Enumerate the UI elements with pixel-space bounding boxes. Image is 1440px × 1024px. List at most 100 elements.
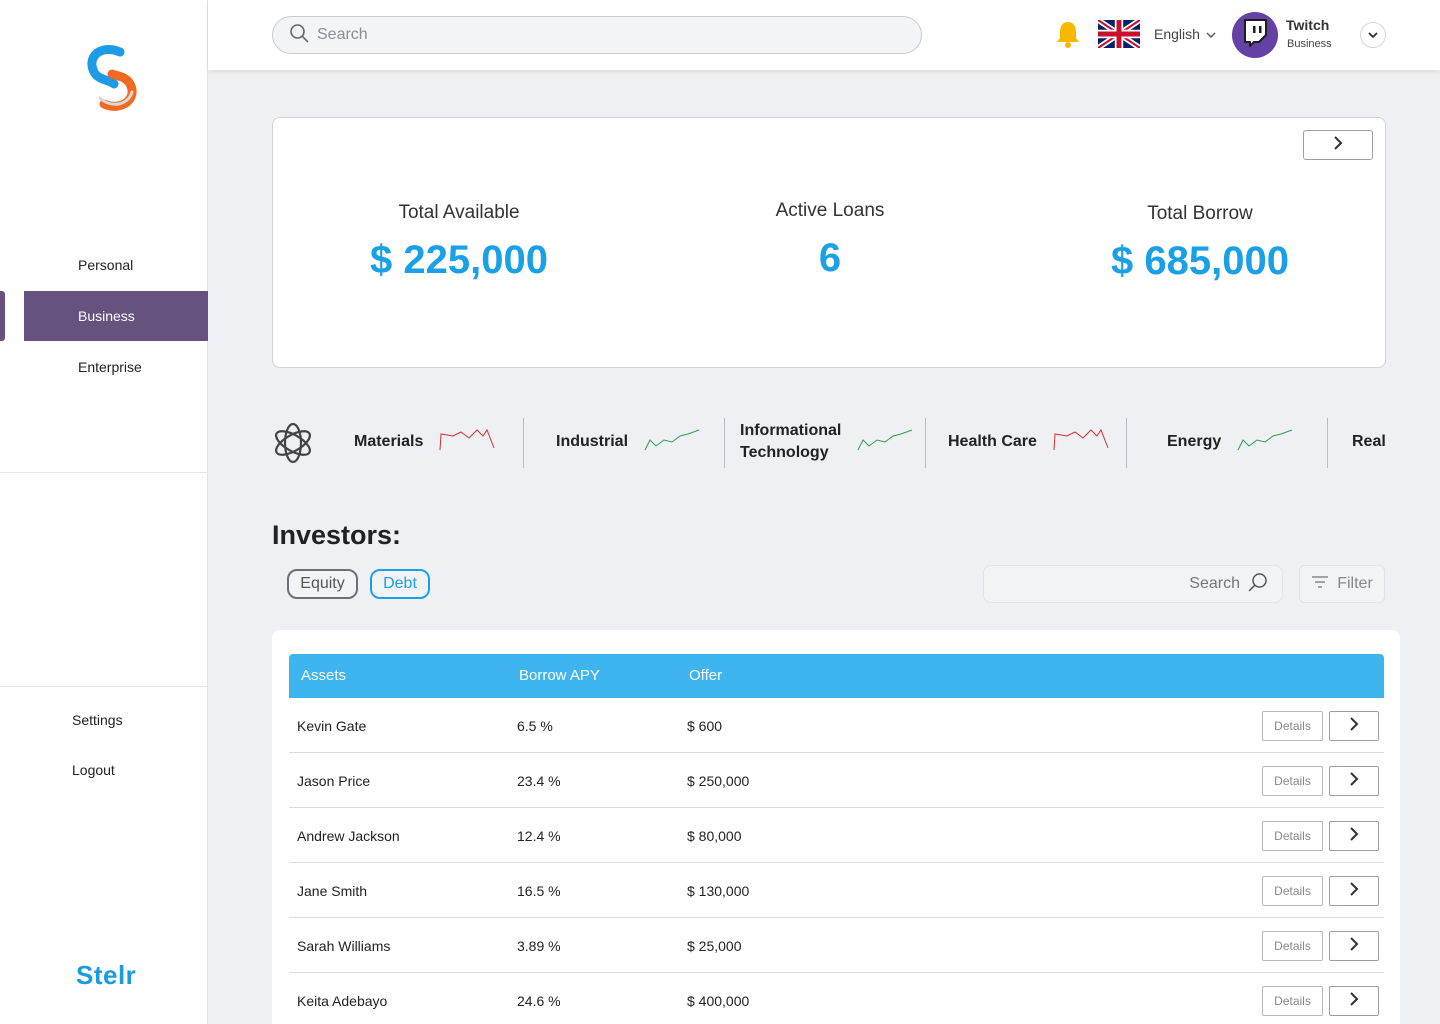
sector-divider xyxy=(523,418,524,468)
investor-search[interactable] xyxy=(983,565,1283,603)
sector-name: Real xyxy=(1352,433,1386,450)
nav-active-indicator xyxy=(0,291,5,341)
filter-button[interactable]: Filter xyxy=(1299,565,1385,603)
chevron-right-icon xyxy=(1349,881,1359,901)
details-button[interactable]: Details xyxy=(1262,931,1323,961)
asset-name: Jason Price xyxy=(297,773,371,789)
twitch-logo-icon xyxy=(1242,18,1268,52)
chip-equity[interactable]: Equity xyxy=(287,569,358,599)
table-row: Kevin Gate 6.5 % $ 600 Details xyxy=(289,698,1384,753)
sector-divider xyxy=(724,418,725,468)
sector-informational-technology[interactable]: Informational Technology xyxy=(740,416,913,468)
chevron-down-icon xyxy=(1206,26,1216,42)
column-header-assets[interactable]: Assets xyxy=(301,667,347,684)
details-button[interactable]: Details xyxy=(1262,876,1323,906)
avatar[interactable] xyxy=(1232,12,1278,58)
logout-link[interactable]: Logout xyxy=(72,762,115,778)
openai-logo-icon[interactable] xyxy=(270,420,316,466)
stat-value: $ 685,000 xyxy=(1111,239,1289,283)
stat-label: Total Available xyxy=(398,202,520,223)
stat-label: Total Borrow xyxy=(1147,203,1253,224)
investor-search-input[interactable] xyxy=(1020,575,1240,593)
sector-energy[interactable]: Energy xyxy=(1167,416,1293,468)
stat-total-borrow: Total Borrow $ 685,000 xyxy=(1050,203,1350,284)
details-button[interactable]: Details xyxy=(1262,821,1323,851)
sector-materials[interactable]: Materials xyxy=(354,416,495,468)
offer-amount: $ 250,000 xyxy=(687,773,750,789)
language-selector[interactable]: English xyxy=(1154,26,1216,42)
chevron-right-icon xyxy=(1349,771,1359,791)
asset-name: Kevin Gate xyxy=(297,718,367,734)
borrow-apy: 16.5 % xyxy=(517,883,561,899)
search-icon xyxy=(289,23,309,48)
table-header: Assets Borrow APY Offer xyxy=(289,654,1384,698)
details-button[interactable]: Details xyxy=(1262,711,1323,741)
stat-value: $ 225,000 xyxy=(370,238,548,282)
chevron-right-icon xyxy=(1333,135,1343,155)
trend-down-sparkline-icon xyxy=(1053,428,1109,457)
sector-industrial[interactable]: Industrial xyxy=(556,416,700,468)
stat-total-available: Total Available $ 225,000 xyxy=(309,202,609,283)
stat-value: 6 xyxy=(818,236,842,280)
borrow-apy: 23.4 % xyxy=(517,773,561,789)
details-button[interactable]: Details xyxy=(1262,766,1323,796)
sidebar-divider xyxy=(0,686,208,687)
search-icon xyxy=(1248,572,1268,597)
trend-up-sparkline-icon xyxy=(857,428,913,457)
user-menu-toggle[interactable] xyxy=(1360,22,1386,48)
trend-down-sparkline-icon xyxy=(439,428,495,457)
sector-name: Informational Technology xyxy=(740,422,842,461)
stats-card: Total Available $ 225,000 Active Loans 6… xyxy=(272,117,1386,368)
asset-name: Keita Adebayo xyxy=(297,993,388,1009)
sector-health-care[interactable]: Health Care xyxy=(948,416,1109,468)
trend-up-sparkline-icon xyxy=(644,428,700,457)
sector-name: Health Care xyxy=(948,433,1037,450)
global-search[interactable] xyxy=(272,16,922,54)
chevron-right-icon xyxy=(1349,826,1359,846)
table-row: Keita Adebayo 24.6 % $ 400,000 Details xyxy=(289,973,1384,1024)
row-open-button[interactable] xyxy=(1329,821,1379,851)
sector-divider xyxy=(925,418,926,468)
offer-amount: $ 130,000 xyxy=(687,883,750,899)
sector-divider xyxy=(1327,418,1328,468)
details-button[interactable]: Details xyxy=(1262,986,1323,1016)
notification-bell-icon[interactable] xyxy=(1053,19,1083,49)
sector-real-estate[interactable]: Real xyxy=(1352,416,1386,468)
asset-name: Sarah Williams xyxy=(297,938,391,954)
sector-divider xyxy=(1126,418,1127,468)
row-open-button[interactable] xyxy=(1329,931,1379,961)
chip-debt[interactable]: Debt xyxy=(370,569,430,599)
table-row: Andrew Jackson 12.4 % $ 80,000 Details xyxy=(289,808,1384,863)
row-open-button[interactable] xyxy=(1329,711,1379,741)
offer-amount: $ 400,000 xyxy=(687,993,750,1009)
row-open-button[interactable] xyxy=(1329,766,1379,796)
uk-flag-icon[interactable] xyxy=(1096,17,1142,51)
borrow-apy: 12.4 % xyxy=(517,828,561,844)
app-logo[interactable] xyxy=(80,42,144,114)
filter-icon xyxy=(1311,575,1329,594)
sector-name: Industrial xyxy=(556,433,629,450)
row-open-button[interactable] xyxy=(1329,876,1379,906)
table-row: Jason Price 23.4 % $ 250,000 Details xyxy=(289,753,1384,808)
column-header-offer[interactable]: Offer xyxy=(689,667,723,684)
stat-label: Active Loans xyxy=(775,200,885,221)
offer-amount: $ 600 xyxy=(687,718,723,734)
offer-amount: $ 25,000 xyxy=(687,938,742,954)
stats-next-button[interactable] xyxy=(1303,130,1373,160)
borrow-apy: 3.89 % xyxy=(517,938,561,954)
user-role: Business xyxy=(1287,38,1332,50)
row-open-button[interactable] xyxy=(1329,986,1379,1016)
trend-up-sparkline-icon xyxy=(1237,428,1293,457)
borrow-apy: 24.6 % xyxy=(517,993,561,1009)
filter-label: Filter xyxy=(1337,575,1373,592)
table-row: Sarah Williams 3.89 % $ 25,000 Details xyxy=(289,918,1384,973)
nav-item-enterprise[interactable]: Enterprise xyxy=(78,359,142,375)
nav-item-personal[interactable]: Personal xyxy=(78,257,134,273)
chevron-down-icon xyxy=(1368,26,1378,44)
nav-item-business[interactable]: Business xyxy=(24,291,208,341)
global-search-input[interactable] xyxy=(317,26,877,44)
language-label: English xyxy=(1154,26,1200,42)
column-header-borrow-apy[interactable]: Borrow APY xyxy=(519,667,600,684)
chevron-right-icon xyxy=(1349,936,1359,956)
settings-link[interactable]: Settings xyxy=(72,712,123,728)
